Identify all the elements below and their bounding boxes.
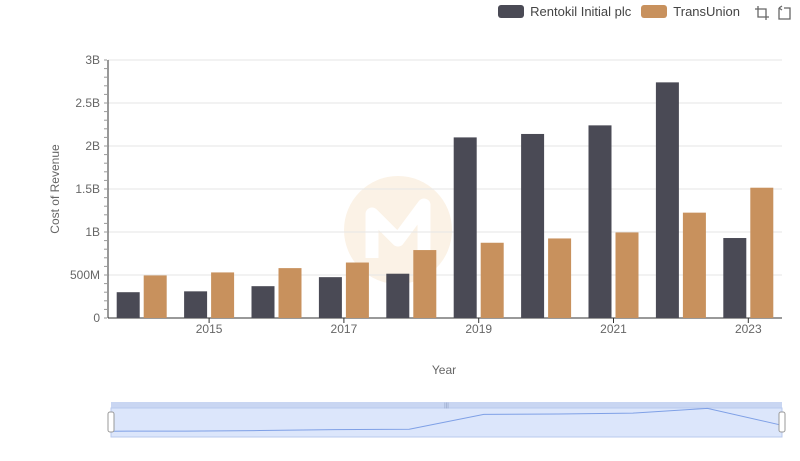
bar-rentokil <box>184 291 208 318</box>
x-tick-label: 2017 <box>331 322 358 336</box>
y-tick-label: 2B <box>85 139 100 153</box>
navigator-grip-icon: ||| <box>444 403 449 409</box>
bar-transunion <box>278 268 302 318</box>
reset-icon[interactable] <box>776 5 792 21</box>
navigator-left-handle[interactable] <box>107 411 115 433</box>
legend-label-rentokil: Rentokil Initial plc <box>530 4 632 19</box>
legend-label-transunion: TransUnion <box>673 4 740 19</box>
bar-transunion <box>211 272 235 318</box>
bar-rentokil <box>655 82 679 318</box>
watermark-icon <box>365 198 431 258</box>
bar-rentokil <box>251 286 275 318</box>
bar-transunion <box>750 187 774 318</box>
bar-rentokil <box>723 238 747 318</box>
navigator-series-line <box>110 407 783 432</box>
y-tick-label: 3B <box>85 53 100 67</box>
bar-rentokil <box>588 125 612 318</box>
bar-transunion <box>615 232 639 318</box>
x-tick-label: 2023 <box>735 322 762 336</box>
legend-item-rentokil[interactable]: Rentokil Initial plc <box>498 4 631 19</box>
y-tick-label: 0 <box>93 311 100 325</box>
legend-swatch-rentokil <box>498 5 525 18</box>
bar-transunion <box>480 242 504 318</box>
bar-rentokil <box>453 137 477 318</box>
x-axis-title: Year <box>432 363 456 377</box>
bar-transunion <box>143 275 167 318</box>
navigator-right-handle[interactable] <box>778 411 786 433</box>
chart-toolbar <box>754 5 792 21</box>
bar-transunion <box>548 238 572 318</box>
y-tick-label: 500M <box>70 268 100 282</box>
legend-item-transunion[interactable]: TransUnion <box>641 4 740 19</box>
bar-transunion <box>682 212 706 318</box>
bar-rentokil <box>116 292 140 318</box>
navigator-scrollbar <box>111 402 782 408</box>
legend-swatch-transunion <box>641 5 668 18</box>
bar-rentokil <box>521 133 545 318</box>
navigator-window[interactable] <box>110 407 783 438</box>
x-tick-label: 2015 <box>196 322 223 336</box>
y-tick-label: 2.5B <box>75 96 100 110</box>
crop-icon[interactable] <box>754 5 770 21</box>
y-axis-title: Cost of Revenue <box>48 144 62 234</box>
bar-transunion <box>345 262 369 318</box>
y-tick-label: 1B <box>85 225 100 239</box>
bar-transunion <box>413 250 437 318</box>
legend: Rentokil Initial plc TransUnion <box>498 4 740 19</box>
bar-rentokil <box>386 273 410 318</box>
y-tick-label: 1.5B <box>75 182 100 196</box>
x-tick-label: 2021 <box>600 322 627 336</box>
x-tick-label: 2019 <box>465 322 492 336</box>
bar-rentokil <box>318 277 342 318</box>
